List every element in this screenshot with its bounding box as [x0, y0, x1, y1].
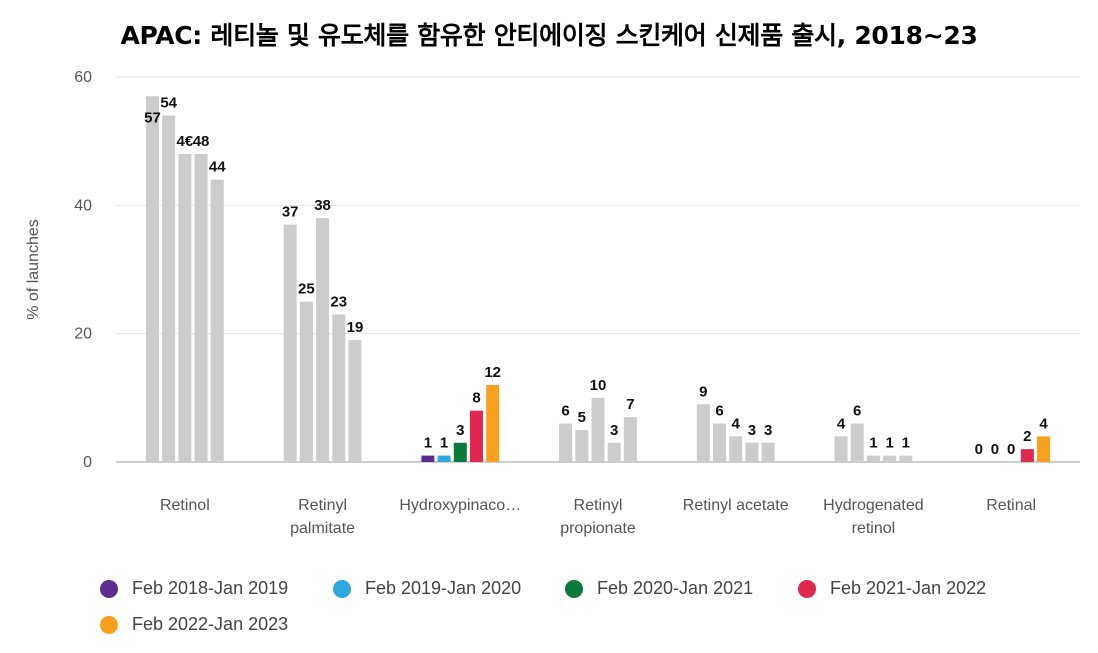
- data-label: 0: [991, 441, 999, 458]
- y-tick-label: 20: [74, 326, 92, 343]
- bar: [607, 442, 621, 462]
- bar: [210, 179, 224, 462]
- bar: [850, 423, 864, 462]
- data-label: 4: [837, 415, 846, 432]
- legend-label: Feb 2022-Jan 2023: [132, 614, 289, 634]
- bar: [162, 115, 176, 462]
- bar: [283, 224, 297, 462]
- category-label: propionate: [560, 520, 636, 537]
- data-label: 6: [715, 403, 723, 420]
- category-label: retinol: [852, 520, 896, 537]
- legend-label: Feb 2021-Jan 2022: [830, 578, 987, 598]
- legend-swatch: [100, 615, 118, 634]
- data-label: 4: [1039, 415, 1048, 432]
- category-label: Retinal: [986, 497, 1036, 514]
- bar: [575, 429, 589, 462]
- bar: [899, 455, 913, 462]
- y-tick-label: 0: [83, 454, 92, 471]
- category-label: Retinyl acetate: [683, 497, 789, 514]
- data-label: 0: [975, 441, 983, 458]
- bar: [761, 442, 775, 462]
- legend-label: Feb 2019-Jan 2020: [365, 578, 522, 598]
- bar: [145, 96, 159, 462]
- bar: [834, 436, 848, 462]
- chart-title: APAC: 레티놀 및 유도체를 함유한 안티에이징 스킨케어 신제품 출시, …: [120, 21, 978, 50]
- legend-swatch: [333, 579, 351, 598]
- category-label: Retinyl: [574, 497, 623, 514]
- data-label: 1: [902, 435, 910, 452]
- data-label: 9: [699, 383, 707, 400]
- y-axis-title: % of launches: [25, 219, 42, 320]
- category-label: Hydroxypinaco…: [399, 497, 521, 514]
- data-label: 54: [160, 95, 177, 112]
- data-label: 12: [484, 364, 501, 381]
- bar: [745, 442, 759, 462]
- bar: [348, 340, 362, 462]
- bar: [559, 423, 573, 462]
- data-label: 0: [1007, 441, 1015, 458]
- data-label: 23: [330, 293, 347, 310]
- data-label: 1: [440, 435, 448, 452]
- category-label: Retinol: [160, 497, 210, 514]
- data-label: 5: [578, 409, 586, 426]
- category-label: palmitate: [290, 520, 355, 537]
- data-label: 19: [347, 319, 364, 336]
- bar: [437, 455, 451, 462]
- data-label: 10: [590, 377, 607, 394]
- y-tick-label: 40: [74, 197, 92, 214]
- bar: [883, 455, 897, 462]
- data-label: 3: [456, 422, 464, 439]
- data-label: 44: [209, 159, 226, 176]
- legend-item-2019[interactable]: Feb 2019-Jan 2020: [333, 578, 521, 599]
- bar: [194, 154, 208, 462]
- data-label: 1: [885, 435, 893, 452]
- data-label: 3: [748, 422, 756, 439]
- data-label: 25: [298, 281, 315, 298]
- bar: [729, 436, 743, 462]
- legend-item-2022[interactable]: Feb 2022-Jan 2023: [100, 614, 288, 635]
- data-label: 8: [472, 390, 480, 407]
- legend-item-2021[interactable]: Feb 2021-Jan 2022: [798, 578, 986, 599]
- data-label: 3: [610, 422, 618, 439]
- legend-swatch: [798, 579, 816, 598]
- legend-swatch: [100, 579, 118, 598]
- bar: [591, 397, 605, 462]
- data-label: 1: [424, 435, 432, 452]
- bar: [1037, 436, 1051, 462]
- data-label: 6: [853, 403, 861, 420]
- legend-label: Feb 2020-Jan 2021: [597, 578, 754, 598]
- legend-swatch: [565, 579, 583, 598]
- y-tick-label: 60: [74, 69, 92, 86]
- bar: [486, 385, 500, 462]
- data-label: 4: [732, 415, 741, 432]
- bar: [1020, 449, 1034, 462]
- category-label: Retinyl: [298, 497, 347, 514]
- bar: [453, 442, 467, 462]
- data-label: 4€: [177, 133, 194, 150]
- bar: [178, 154, 192, 462]
- bar: [469, 410, 483, 462]
- data-label: 2: [1023, 428, 1031, 445]
- legend-label: Feb 2018-Jan 2019: [132, 578, 289, 598]
- data-label: 38: [314, 197, 331, 214]
- legend-item-2020[interactable]: Feb 2020-Jan 2021: [565, 578, 753, 599]
- data-label: 1: [869, 435, 877, 452]
- bar: [866, 455, 880, 462]
- data-label: 57: [144, 109, 161, 126]
- bar: [299, 301, 313, 462]
- legend-item-2018[interactable]: Feb 2018-Jan 2019: [100, 578, 288, 599]
- bar: [316, 218, 330, 462]
- bar: [696, 404, 710, 462]
- data-label: 7: [626, 396, 634, 413]
- data-label: 3: [764, 422, 772, 439]
- bar: [332, 314, 346, 462]
- bar: [713, 423, 727, 462]
- bar: [623, 417, 637, 462]
- data-label: 37: [282, 204, 299, 221]
- data-label: 48: [193, 133, 210, 150]
- data-label: 6: [561, 403, 569, 420]
- bar: [421, 455, 435, 462]
- category-label: Hydrogenated: [823, 497, 924, 514]
